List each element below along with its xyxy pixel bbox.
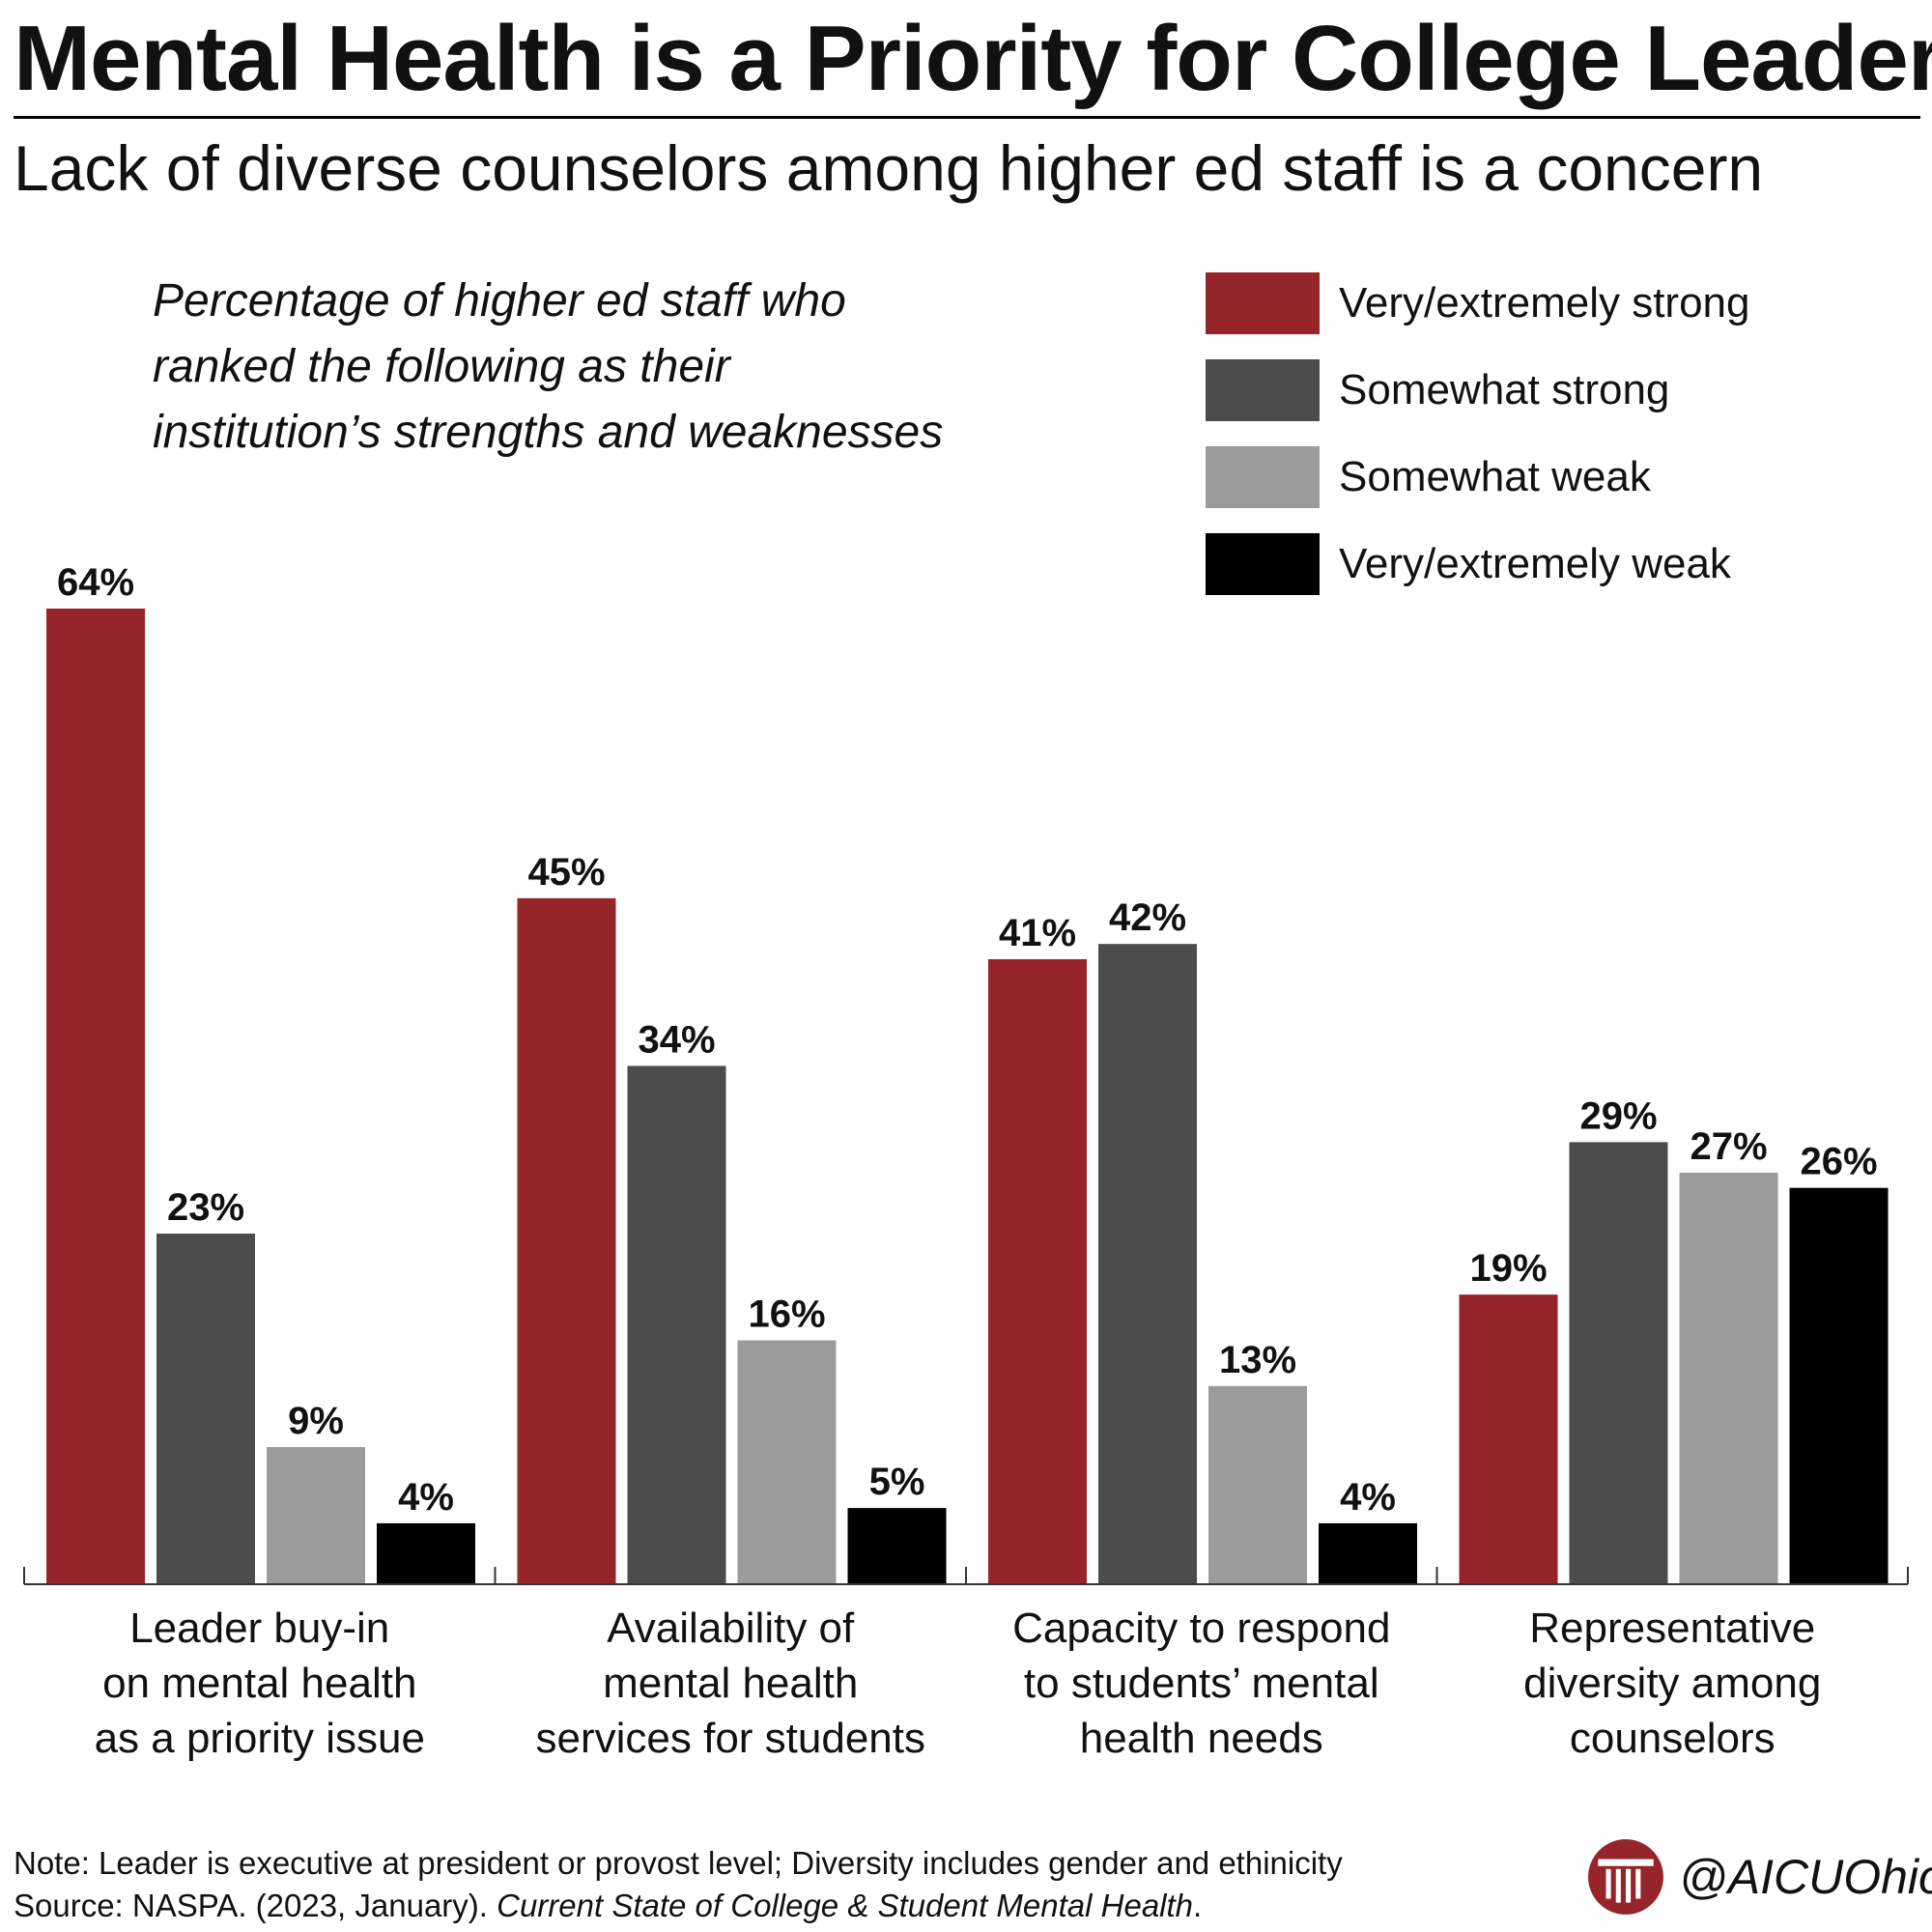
category-label-4-line-2: diversity among <box>1523 1660 1821 1707</box>
bar-very-strong-1 <box>46 609 145 1584</box>
column-logo-icon <box>1588 1839 1663 1915</box>
data-label-somewhat-strong-2: 34% <box>638 1018 715 1061</box>
data-label-somewhat-strong-3: 42% <box>1109 896 1186 939</box>
legend: Very/extremely strong Somewhat strong So… <box>1206 272 1750 620</box>
brand-handle: @AICUOhio <box>1679 1850 1932 1904</box>
chart-description: Percentage of higher ed staff who ranked… <box>153 269 1022 466</box>
legend-swatch-somewhat-weak <box>1206 446 1320 508</box>
footer-note: Note: Leader is executive at president o… <box>14 1845 1343 1881</box>
legend-item-somewhat-weak: Somewhat weak <box>1206 446 1750 508</box>
category-label-1-line-1: Leader buy-in <box>129 1605 389 1652</box>
category-label-1-line-2: on mental health <box>102 1660 416 1707</box>
category-label-2-line-3: services for students <box>536 1715 926 1762</box>
bar-very-strong-3 <box>988 958 1087 1584</box>
category-label-3-line-1: Capacity to respond <box>1012 1605 1390 1652</box>
brand: @AICUOhio <box>1586 1837 1932 1917</box>
bar-somewhat-weak-4 <box>1679 1172 1778 1584</box>
category-label-3-line-3: health needs <box>1080 1715 1323 1762</box>
bar-very-strong-4 <box>1459 1294 1558 1584</box>
category-label-3-line-2: to students’ mental <box>1024 1660 1379 1707</box>
legend-item-very-strong: Very/extremely strong <box>1206 272 1750 334</box>
bar-somewhat-strong-4 <box>1569 1142 1668 1584</box>
data-label-very-strong-4: 19% <box>1469 1247 1547 1290</box>
data-label-somewhat-weak-1: 9% <box>288 1400 344 1442</box>
legend-item-somewhat-strong: Somewhat strong <box>1206 359 1750 421</box>
footer-source: Source: NASPA. (2023, January). Current … <box>14 1885 1343 1927</box>
bar-somewhat-weak-2 <box>737 1340 837 1584</box>
bar-somewhat-weak-1 <box>267 1446 365 1584</box>
chart-subtitle: Lack of diverse counselors among higher … <box>14 132 1764 204</box>
category-label-4-line-1: Representative <box>1529 1605 1815 1652</box>
data-label-very-strong-3: 41% <box>999 912 1076 954</box>
source-suffix: . <box>1193 1888 1203 1923</box>
bar-somewhat-strong-1 <box>156 1234 255 1584</box>
legend-label-very-weak: Very/extremely weak <box>1339 540 1731 587</box>
data-label-very-weak-1: 4% <box>398 1476 454 1519</box>
bar-somewhat-strong-2 <box>627 1065 726 1584</box>
description-line-2: ranked the following as their <box>153 341 730 392</box>
bar-somewhat-strong-3 <box>1098 944 1197 1584</box>
source-prefix: Source: NASPA. (2023, January). <box>14 1888 497 1923</box>
data-label-somewhat-strong-4: 29% <box>1579 1094 1657 1137</box>
data-label-somewhat-weak-4: 27% <box>1690 1125 1767 1168</box>
legend-label-somewhat-weak: Somewhat weak <box>1339 453 1651 500</box>
bar-somewhat-weak-3 <box>1208 1385 1307 1584</box>
data-label-somewhat-weak-3: 13% <box>1219 1339 1296 1381</box>
bar-very-strong-2 <box>517 897 616 1584</box>
bar-very-weak-1 <box>377 1522 475 1584</box>
footer: Note: Leader is executive at president o… <box>14 1842 1343 1927</box>
description-line-3: institution’s strengths and weaknesses <box>153 407 944 458</box>
data-label-very-strong-1: 64% <box>57 561 134 604</box>
description-line-1: Percentage of higher ed staff who <box>153 275 846 327</box>
category-label-2-line-2: mental health <box>603 1660 858 1707</box>
data-label-very-strong-2: 45% <box>527 851 605 894</box>
legend-item-very-weak: Very/extremely weak <box>1206 533 1750 595</box>
data-label-very-weak-2: 5% <box>869 1461 925 1503</box>
category-label-2-line-1: Availability of <box>607 1605 855 1652</box>
legend-swatch-very-weak <box>1206 533 1320 595</box>
bar-very-weak-3 <box>1319 1522 1417 1584</box>
legend-label-very-strong: Very/extremely strong <box>1339 279 1750 327</box>
legend-swatch-somewhat-strong <box>1206 359 1320 421</box>
source-title: Current State of College & Student Menta… <box>497 1888 1194 1923</box>
data-label-somewhat-weak-2: 16% <box>748 1293 825 1336</box>
data-label-somewhat-strong-1: 23% <box>167 1186 244 1229</box>
legend-label-somewhat-strong: Somewhat strong <box>1339 366 1670 413</box>
title-divider <box>14 116 1920 119</box>
bar-very-weak-2 <box>847 1508 947 1584</box>
chart-title: Mental Health is a Priority for College … <box>14 7 1932 110</box>
data-label-very-weak-4: 26% <box>1800 1141 1877 1183</box>
bar-very-weak-4 <box>1789 1187 1889 1584</box>
data-label-very-weak-3: 4% <box>1340 1476 1396 1519</box>
category-label-1-line-3: as a priority issue <box>95 1715 425 1762</box>
legend-swatch-very-strong <box>1206 272 1320 334</box>
category-label-4-line-3: counselors <box>1570 1715 1776 1762</box>
